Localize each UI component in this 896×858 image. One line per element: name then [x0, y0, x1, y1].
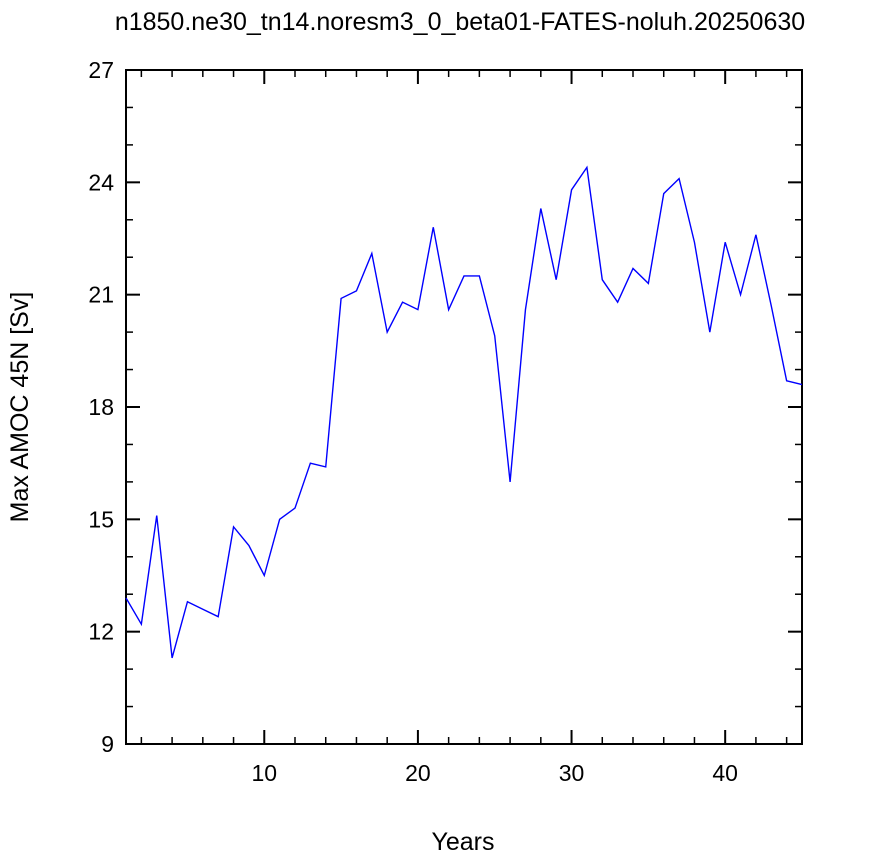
y-tick-label: 24 — [88, 169, 114, 195]
x-tick-label: 20 — [405, 760, 431, 786]
y-axis-title: Max AMOC 45N [Sv] — [6, 292, 34, 523]
y-tick-label: 21 — [88, 282, 114, 308]
chart-title: n1850.ne30_tn14.noresm3_0_beta01-FATES-n… — [115, 8, 805, 36]
x-tick-label: 30 — [559, 760, 585, 786]
series-line-max-amoc — [125, 165, 803, 659]
axis-ticks — [126, 69, 802, 745]
x-axis-title: Years — [431, 828, 494, 856]
plot-frame — [125, 69, 803, 745]
x-tick-label: 40 — [712, 760, 738, 786]
data-points — [124, 165, 804, 660]
x-tick-label: 10 — [251, 760, 277, 786]
y-tick-label: 27 — [88, 57, 114, 83]
y-tick-label: 12 — [88, 619, 114, 645]
y-tick-label: 9 — [101, 731, 114, 757]
axis-tick-labels: 9 12 15 18 21 24 27 10 20 30 40 — [88, 57, 738, 786]
y-tick-label: 18 — [88, 394, 114, 420]
y-tick-label: 15 — [88, 506, 114, 532]
